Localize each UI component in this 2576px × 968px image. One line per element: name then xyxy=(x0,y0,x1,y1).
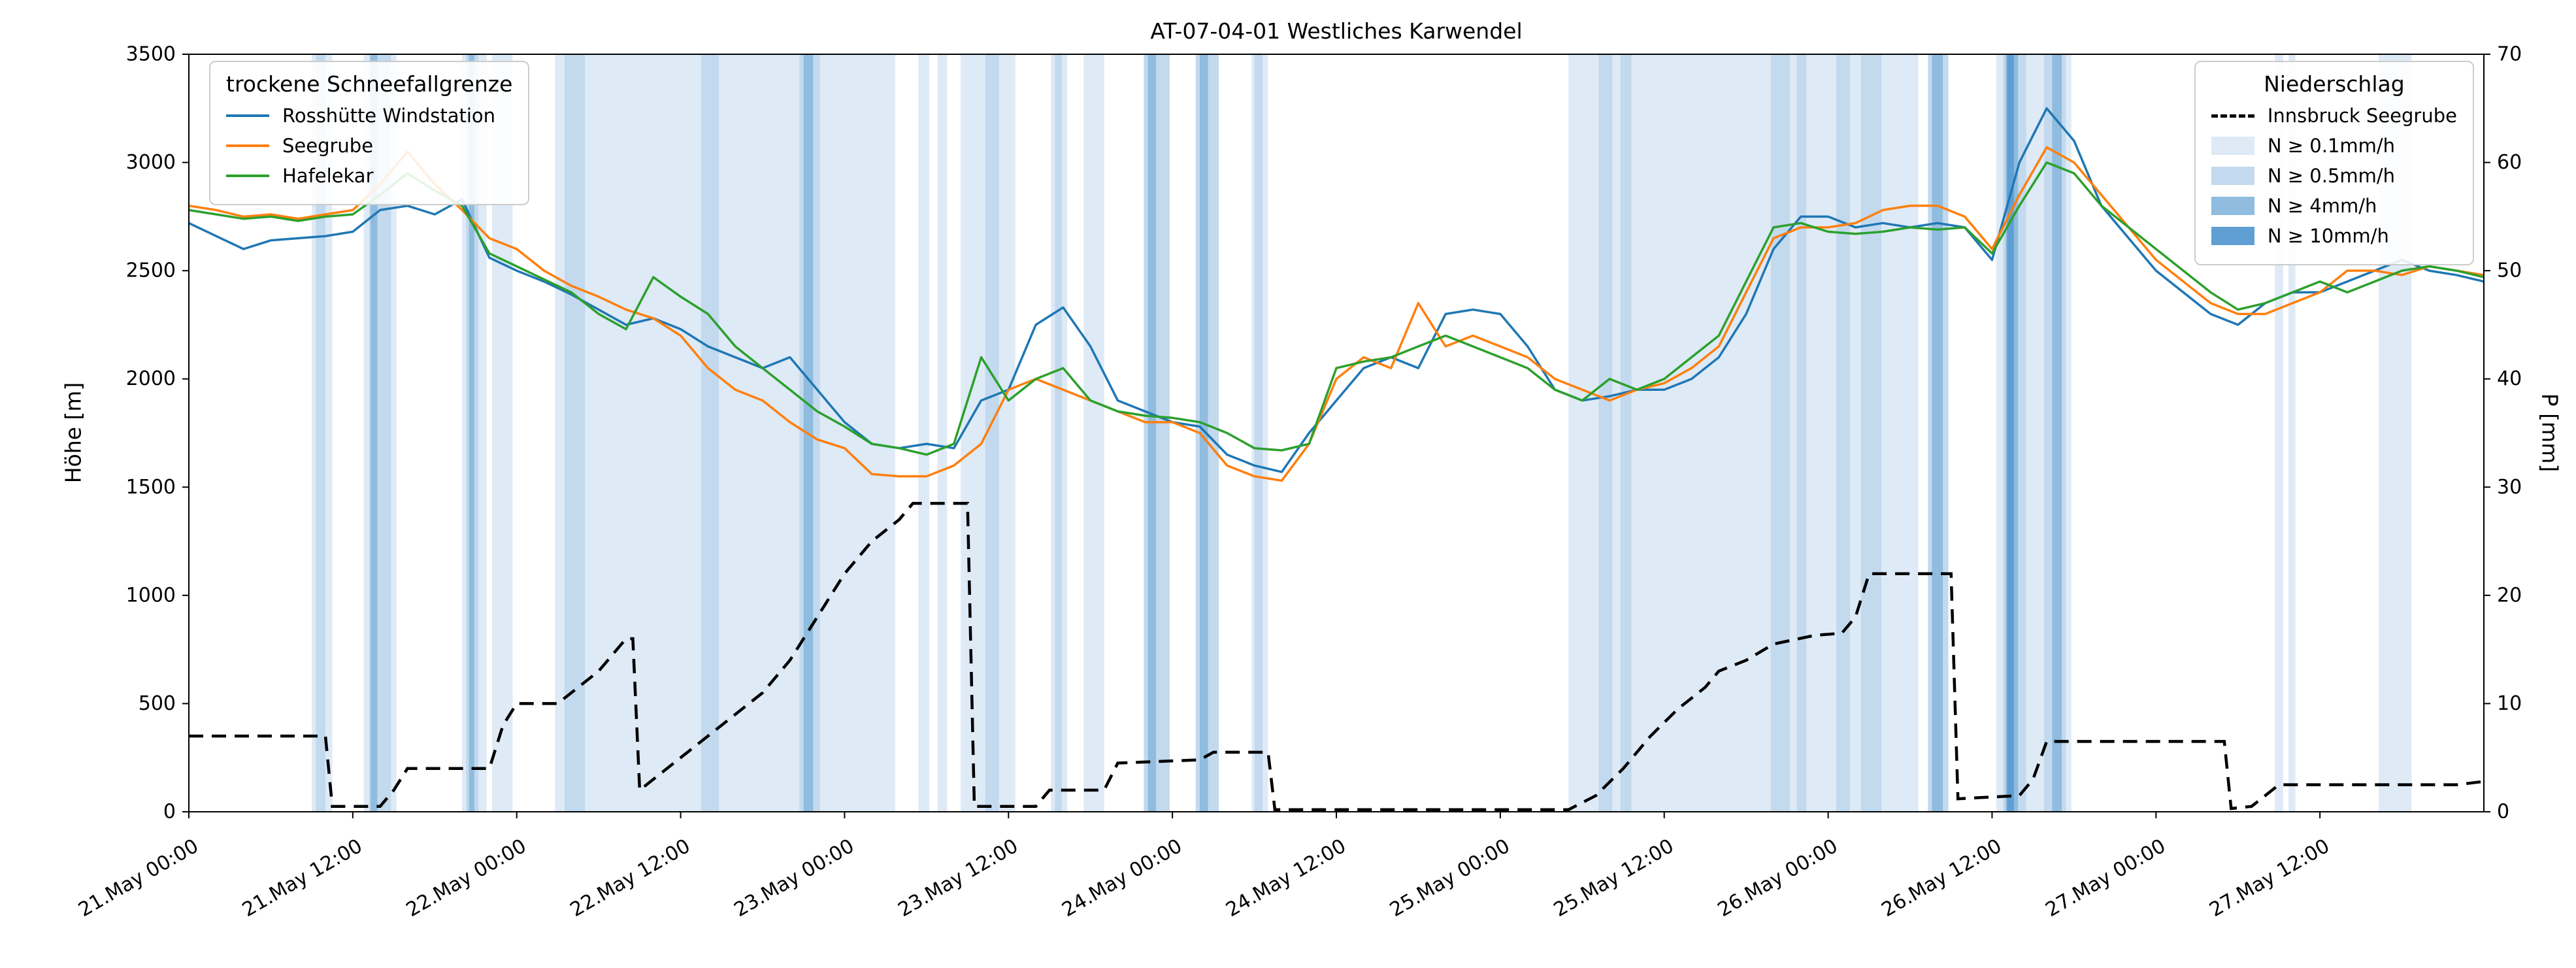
precip-band-4 xyxy=(2052,54,2062,812)
legend-item-innsbruck-seegrube: Innsbruck Seegrube xyxy=(2211,105,2457,127)
right-tick-label: 20 xyxy=(2497,584,2522,607)
precip-band-0.1 xyxy=(918,54,930,812)
precip-patch-10-swatch xyxy=(2211,227,2254,245)
legend-item-rosshuette: Rosshütte Windstation xyxy=(226,105,512,127)
precip-band-0.5 xyxy=(1598,54,1613,812)
right-tick-label: 60 xyxy=(2497,151,2522,174)
precip-cumulative-line xyxy=(189,501,2485,811)
x-tick-label: 26.May 00:00 xyxy=(1714,835,1842,922)
legend-label-hafelekar: Hafelekar xyxy=(282,165,374,187)
precip-band-0.5 xyxy=(1770,54,1791,812)
x-tick-label: 26.May 12:00 xyxy=(1878,835,2006,922)
x-tick-label: 23.May 12:00 xyxy=(894,835,1022,922)
precip-band-0.5 xyxy=(1836,54,1851,812)
snowline-series-hafelekar xyxy=(188,161,2485,456)
precip-band-0.1 xyxy=(1083,54,1104,812)
dashed-line-swatch xyxy=(2211,114,2254,118)
left-tick-label: 3000 xyxy=(126,151,176,174)
left-tick-label: 1500 xyxy=(126,476,176,499)
precip-band-0.1 xyxy=(555,54,895,812)
precip-band-0.5 xyxy=(1144,54,1170,812)
legend-label-n10: N ≥ 10mm/h xyxy=(2267,225,2389,247)
x-tick-label: 24.May 00:00 xyxy=(1058,835,1186,922)
precip-band-0.5 xyxy=(701,54,719,812)
legend-label-rosshuette: Rosshütte Windstation xyxy=(282,105,496,127)
left-tick-label: 2500 xyxy=(126,259,176,282)
x-tick-label: 22.May 12:00 xyxy=(567,835,695,922)
precip-band-4 xyxy=(1199,54,1208,812)
rosshuette-line-swatch xyxy=(226,114,269,117)
precip-band-0.5 xyxy=(1254,54,1263,812)
precip-patch-4-swatch xyxy=(2211,197,2254,215)
legend-item-n4: N ≥ 4mm/h xyxy=(2211,195,2457,217)
plot-border xyxy=(188,54,2485,812)
left-axis-label: Höhe [m] xyxy=(60,382,86,484)
right-axis-label: P [mm] xyxy=(2537,393,2563,473)
right-tick-label: 30 xyxy=(2497,476,2522,499)
precip-band-10 xyxy=(2007,54,2014,812)
left-tick-label: 1000 xyxy=(126,584,176,607)
legend-label-seegrube: Seegrube xyxy=(282,135,374,157)
legend-label-innsbruck-seegrube: Innsbruck Seegrube xyxy=(2267,105,2457,127)
hafelekar-line-swatch xyxy=(226,175,269,177)
x-tick-label: 21.May 00:00 xyxy=(74,835,203,922)
legend-item-n01: N ≥ 0.1mm/h xyxy=(2211,135,2457,157)
precip-band-4 xyxy=(1148,54,1157,812)
legend-label-n4: N ≥ 4mm/h xyxy=(2267,195,2377,217)
right-tick-label: 10 xyxy=(2497,692,2522,715)
precip-band-4 xyxy=(469,54,474,812)
legend-item-n05: N ≥ 0.5mm/h xyxy=(2211,165,2457,187)
precip-patch-01-swatch xyxy=(2211,137,2254,155)
precip-band-0.5 xyxy=(1620,54,1632,812)
legend-snowline-title: trockene Schneefallgrenze xyxy=(226,71,513,97)
precip-band-0.5 xyxy=(1796,54,1807,812)
chart-title: AT-07-04-01 Westliches Karwendel xyxy=(1150,18,1523,44)
legend-precip: Niederschlag Innsbruck Seegrube N ≥ 0.1m… xyxy=(2194,61,2474,265)
left-tick-label: 500 xyxy=(139,692,176,715)
legend-precip-title: Niederschlag xyxy=(2264,71,2405,97)
legend-item-n10: N ≥ 10mm/h xyxy=(2211,225,2457,247)
legend-item-hafelekar: Hafelekar xyxy=(226,165,512,187)
x-tick-label: 24.May 12:00 xyxy=(1222,835,1350,922)
x-tick-label: 21.May 12:00 xyxy=(239,835,367,922)
x-tick-label: 25.May 00:00 xyxy=(1386,835,1514,922)
legend-snowline: trockene Schneefallgrenze Rosshütte Wind… xyxy=(209,61,530,205)
precip-band-4 xyxy=(371,54,378,812)
x-tick-label: 22.May 00:00 xyxy=(403,835,531,922)
x-tick-label: 27.May 00:00 xyxy=(2041,835,2170,922)
right-tick-label: 70 xyxy=(2497,43,2522,66)
right-tick-label: 50 xyxy=(2497,259,2522,282)
snowline-series-seegrube xyxy=(188,146,2485,482)
precip-band-0.5 xyxy=(985,54,999,812)
precip-band-0.5 xyxy=(1055,54,1062,812)
precip-band-0.5 xyxy=(564,54,586,812)
x-tick-label: 23.May 00:00 xyxy=(731,835,859,922)
right-tick-label: 0 xyxy=(2497,801,2509,824)
precip-band-0.5 xyxy=(316,54,326,812)
right-tick-label: 40 xyxy=(2497,367,2522,390)
precip-band-0.1 xyxy=(2288,54,2296,812)
left-tick-label: 3500 xyxy=(126,43,176,66)
precip-patch-05-swatch xyxy=(2211,167,2254,185)
snowline-series-rossh-tte-windstation xyxy=(188,107,2485,473)
legend-label-n05: N ≥ 0.5mm/h xyxy=(2267,165,2396,187)
legend-item-seegrube: Seegrube xyxy=(226,135,512,157)
precip-band-0.1 xyxy=(937,54,948,812)
precip-band-0.5 xyxy=(1860,54,1882,812)
x-tick-label: 25.May 12:00 xyxy=(1550,835,1678,922)
x-tick-label: 27.May 12:00 xyxy=(2205,835,2334,922)
legend-label-n01: N ≥ 0.1mm/h xyxy=(2267,135,2396,157)
left-tick-label: 0 xyxy=(163,801,176,824)
precip-band-4 xyxy=(1932,54,1943,812)
left-tick-label: 2000 xyxy=(126,367,176,390)
seegrube-line-swatch xyxy=(226,144,269,147)
precip-bands xyxy=(312,54,2412,812)
